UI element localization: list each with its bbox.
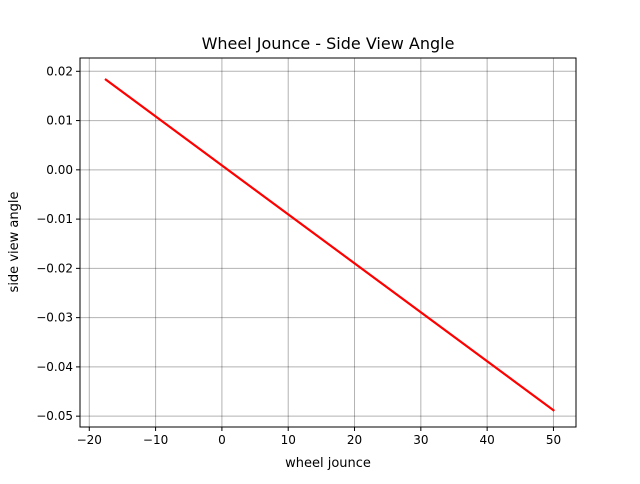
chart-title: Wheel Jounce - Side View Angle [202, 34, 455, 53]
plot-frame [79, 57, 577, 428]
x-tick-label: 0 [218, 433, 226, 447]
x-axis-ticks: −20 −10 0 10 20 30 40 50 [77, 427, 561, 447]
x-tick-label: −20 [77, 433, 102, 447]
x-tick-label: 10 [281, 433, 296, 447]
x-tick-label: 30 [413, 433, 428, 447]
axes-frame [79, 57, 577, 428]
x-axis-label: wheel jounce [285, 456, 371, 471]
y-tick-label: 0.00 [46, 163, 73, 177]
x-tick-label: 40 [480, 433, 495, 447]
y-axis-label: side view angle [7, 192, 22, 293]
grid [80, 58, 576, 427]
y-tick-label: −0.03 [36, 311, 73, 325]
y-tick-label: −0.05 [36, 409, 73, 423]
x-tick-label: 50 [546, 433, 561, 447]
y-tick-label: 0.02 [46, 64, 73, 78]
y-tick-label: −0.01 [36, 212, 73, 226]
y-tick-label: −0.02 [36, 261, 73, 275]
y-axis-ticks: 0.02 0.01 0.00 −0.01 −0.02 −0.03 −0.04 −0.05 [36, 64, 80, 423]
series-line [104, 78, 555, 412]
y-tick-label: 0.01 [46, 114, 73, 128]
x-tick-label: 20 [347, 433, 362, 447]
x-tick-label: −10 [143, 433, 168, 447]
y-tick-label: −0.04 [36, 360, 73, 374]
plot-series [104, 78, 555, 412]
